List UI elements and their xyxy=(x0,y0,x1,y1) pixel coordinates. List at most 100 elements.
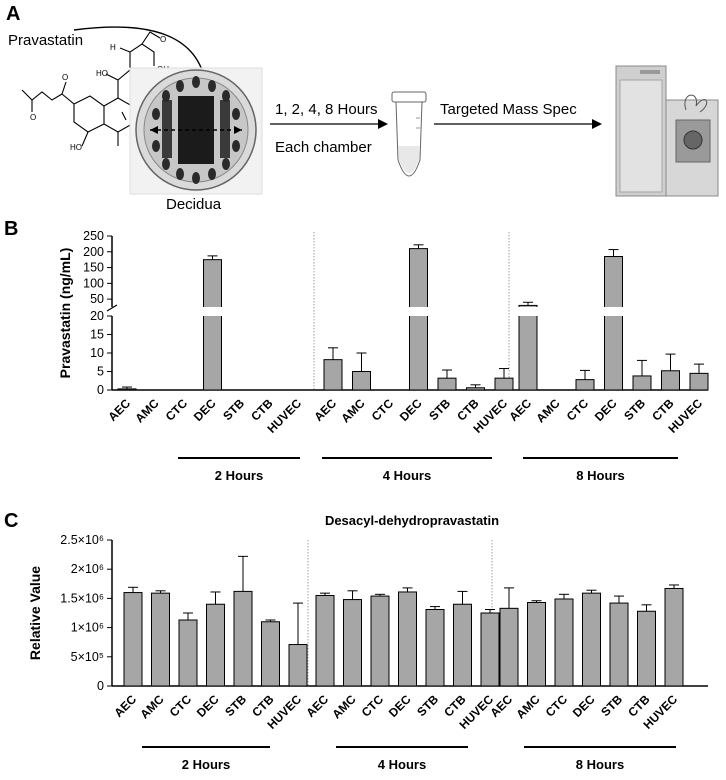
category-tick-label: CTC xyxy=(564,396,592,424)
sample-tube-icon xyxy=(391,91,427,177)
data-bar xyxy=(632,375,652,391)
y-tick-label: 100 xyxy=(83,276,104,290)
atom-label: HO xyxy=(70,143,82,152)
category-tick-label: AMC xyxy=(132,396,161,425)
group-label: 2 Hours xyxy=(182,757,230,772)
category-tick-label: CTC xyxy=(369,396,397,424)
category-tick-label: CTC xyxy=(163,396,191,424)
y-tick-label: 2.5×10⁶ xyxy=(60,533,104,547)
y-tick-label: 0 xyxy=(97,383,104,397)
data-bar xyxy=(527,601,546,687)
y-tick-label: 1×10⁶ xyxy=(71,621,104,635)
group-label: 8 Hours xyxy=(576,757,624,772)
data-bar xyxy=(323,359,343,391)
y-tick-label: 15 xyxy=(90,328,104,342)
category-tick-label: AMC xyxy=(533,396,562,425)
panel-c-letter: C xyxy=(4,510,19,532)
data-bar xyxy=(370,595,390,687)
data-bar xyxy=(582,592,601,687)
data-bar xyxy=(575,379,595,391)
data-bar xyxy=(661,370,680,391)
category-tick-label: AMC xyxy=(137,692,166,721)
category-tick-label: AEC xyxy=(506,396,534,424)
mass-spec-label: Targeted Mass Spec xyxy=(440,101,577,118)
category-tick-label: STB xyxy=(222,692,249,719)
y-axis-title: Pravastatin (ng/mL) xyxy=(57,248,73,379)
category-tick-label: STB xyxy=(621,396,648,423)
data-bar xyxy=(437,377,457,391)
bar-break-gap xyxy=(603,307,624,316)
category-tick-label: AMC xyxy=(513,692,542,721)
y-tick-label: 250 xyxy=(83,229,104,243)
data-bar xyxy=(604,256,623,391)
data-bar xyxy=(233,590,253,687)
group-label: 4 Hours xyxy=(378,757,426,772)
category-tick-label: STB xyxy=(414,692,441,719)
data-bar xyxy=(689,372,709,391)
data-bar xyxy=(609,602,629,687)
data-bar xyxy=(203,259,222,391)
category-tick-label: DEC xyxy=(386,692,414,720)
data-bar xyxy=(480,612,500,687)
pravastatin-label: Pravastatin xyxy=(8,32,83,49)
data-bar xyxy=(664,587,684,687)
panel-b-letter: B xyxy=(4,218,19,240)
data-bar xyxy=(398,591,417,687)
data-bar xyxy=(466,387,485,391)
category-tick-label: STB xyxy=(426,396,453,423)
y-tick-label: 5 xyxy=(97,365,104,379)
y-tick-label: 2×10⁶ xyxy=(71,562,104,576)
axis-break-mark xyxy=(106,304,118,312)
data-bar xyxy=(352,371,371,391)
data-bar xyxy=(123,592,143,687)
data-bar xyxy=(178,619,198,687)
arrowhead-icon xyxy=(378,119,388,129)
y-tick-label: 1.5×10⁶ xyxy=(60,591,104,605)
atom-label: O xyxy=(62,73,68,82)
bar-break-gap xyxy=(518,307,538,316)
category-tick-label: AMC xyxy=(329,692,358,721)
curved-arrow-icon xyxy=(73,26,206,81)
data-bar xyxy=(518,304,538,391)
mass-spectrometer-icon xyxy=(615,65,719,197)
category-tick-label: CTC xyxy=(359,692,387,720)
atom-label: O xyxy=(30,113,36,122)
atom-label: HO xyxy=(96,69,108,78)
y-tick-label: 10 xyxy=(90,346,104,360)
data-bar xyxy=(315,594,335,687)
group-label: 8 Hours xyxy=(576,468,624,483)
category-tick-label: CTC xyxy=(167,692,195,720)
y-tick-label: 5×10⁵ xyxy=(71,650,104,664)
category-tick-label: DEC xyxy=(397,396,425,424)
y-tick-label: 150 xyxy=(83,261,104,275)
data-bar xyxy=(453,603,472,687)
decidua-label: Decidua xyxy=(166,196,222,210)
group-label: 2 Hours xyxy=(215,468,263,483)
category-tick-label: AEC xyxy=(105,396,133,424)
y-axis-title: Relative Value xyxy=(27,566,43,660)
data-bar xyxy=(494,377,514,391)
category-tick-label: DEC xyxy=(570,692,598,720)
y-tick-label: 50 xyxy=(90,292,104,306)
category-tick-label: DEC xyxy=(191,396,219,424)
data-bar xyxy=(117,388,137,391)
category-tick-label: DEC xyxy=(592,396,620,424)
y-tick-label: 20 xyxy=(90,309,104,323)
category-tick-label: DEC xyxy=(194,692,222,720)
data-bar xyxy=(637,610,656,687)
panel-a-letter: A xyxy=(6,3,20,25)
atom-label: O xyxy=(160,35,166,44)
category-tick-label: AEC xyxy=(487,692,515,720)
data-bar xyxy=(425,608,445,687)
panel-a-schematic: A Pravastatin O HO OH HO O O H xyxy=(6,3,719,210)
category-tick-label: AEC xyxy=(303,692,331,720)
data-bar xyxy=(261,621,280,687)
y-tick-label: 200 xyxy=(83,245,104,259)
desacyl-dehydropravastatin-chart: Desacyl-dehydropravastatin 0 5×10⁵ 1×10⁶ 1.5… xyxy=(27,513,708,772)
category-tick-label: AEC xyxy=(111,692,139,720)
data-bar xyxy=(554,598,574,687)
data-bar xyxy=(288,644,308,687)
time-points-label: 1, 2, 4, 8 Hours xyxy=(275,101,378,118)
category-tick-label: CTC xyxy=(543,692,571,720)
